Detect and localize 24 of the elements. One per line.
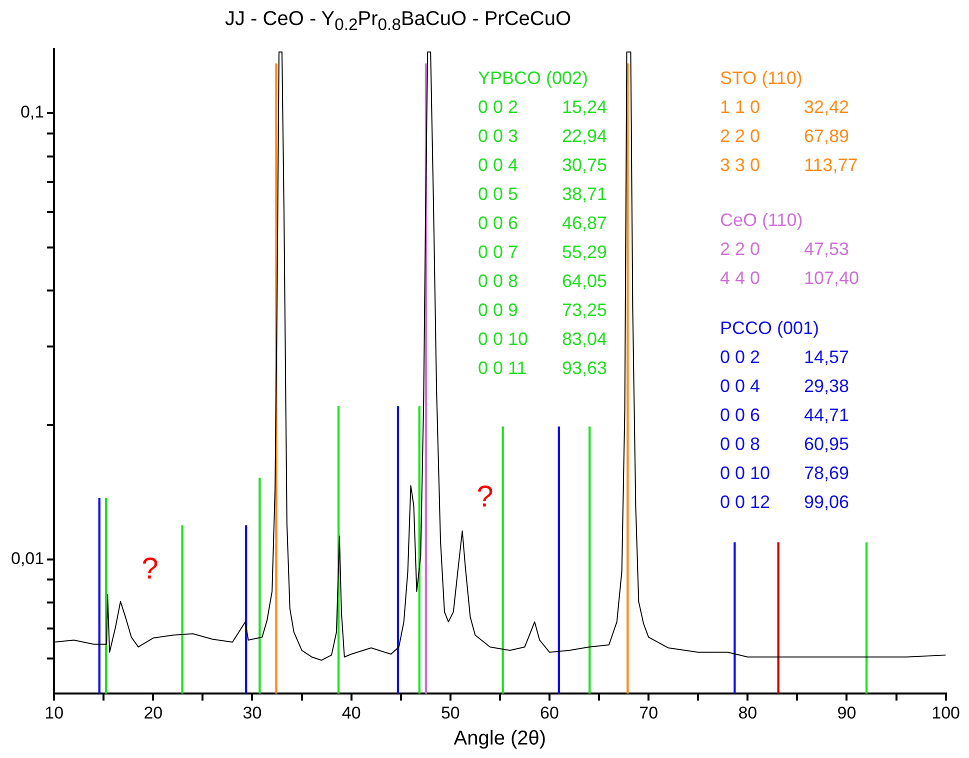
x-tick-label: 40 <box>342 703 361 722</box>
x-tick-label: 50 <box>440 703 460 722</box>
x-tick-label: 60 <box>540 703 559 722</box>
text: CeO (110) <box>720 209 804 232</box>
x-tick-label: 10 <box>44 703 64 722</box>
annotation: ? <box>142 552 158 586</box>
x-tick-label: 100 <box>932 703 960 722</box>
text: STO (110) <box>720 67 804 90</box>
x-tick-label: 70 <box>639 703 658 722</box>
text: YPBCO (002) <box>478 67 590 90</box>
x-tick-label: 90 <box>837 703 856 722</box>
text: PCCO (001) <box>720 317 820 340</box>
x-tick-label: 80 <box>738 703 758 722</box>
text: 0 0 2 14,57 0 0 4 29,38 0 0 6 44,71 0 0 8 60,95 0 0 10 78,69 0 0 12 99,06 <box>720 347 850 512</box>
y-tick-label: 0,01 <box>10 548 44 568</box>
y-tick-label: 0,1 <box>20 102 44 122</box>
text: 0 0 2 15,24 0 0 3 22,94 0 0 4 30,75 0 0 5 38,71 0 0 6 46,87 0 0 7 55,29 0 0 8 64,05 0 0 9 73,25 0 0 10 83,04 0 0 11 93,63 <box>478 97 608 378</box>
text: 2 2 0 47,53 4 4 0 107,40 <box>720 239 860 288</box>
annotation: ? <box>476 480 494 514</box>
x-axis-title: Angle (2θ) <box>454 728 546 750</box>
x-tick-label: 30 <box>242 703 262 722</box>
text: 1 1 0 32,42 2 2 0 67,89 3 3 0 113,77 <box>720 97 858 175</box>
chart-title: JJ - CeO - Y$_{0.2}$Pr$_{0.8}$BaCuO - PrCeCuO <box>224 8 572 35</box>
x-tick-label: 20 <box>144 703 163 722</box>
